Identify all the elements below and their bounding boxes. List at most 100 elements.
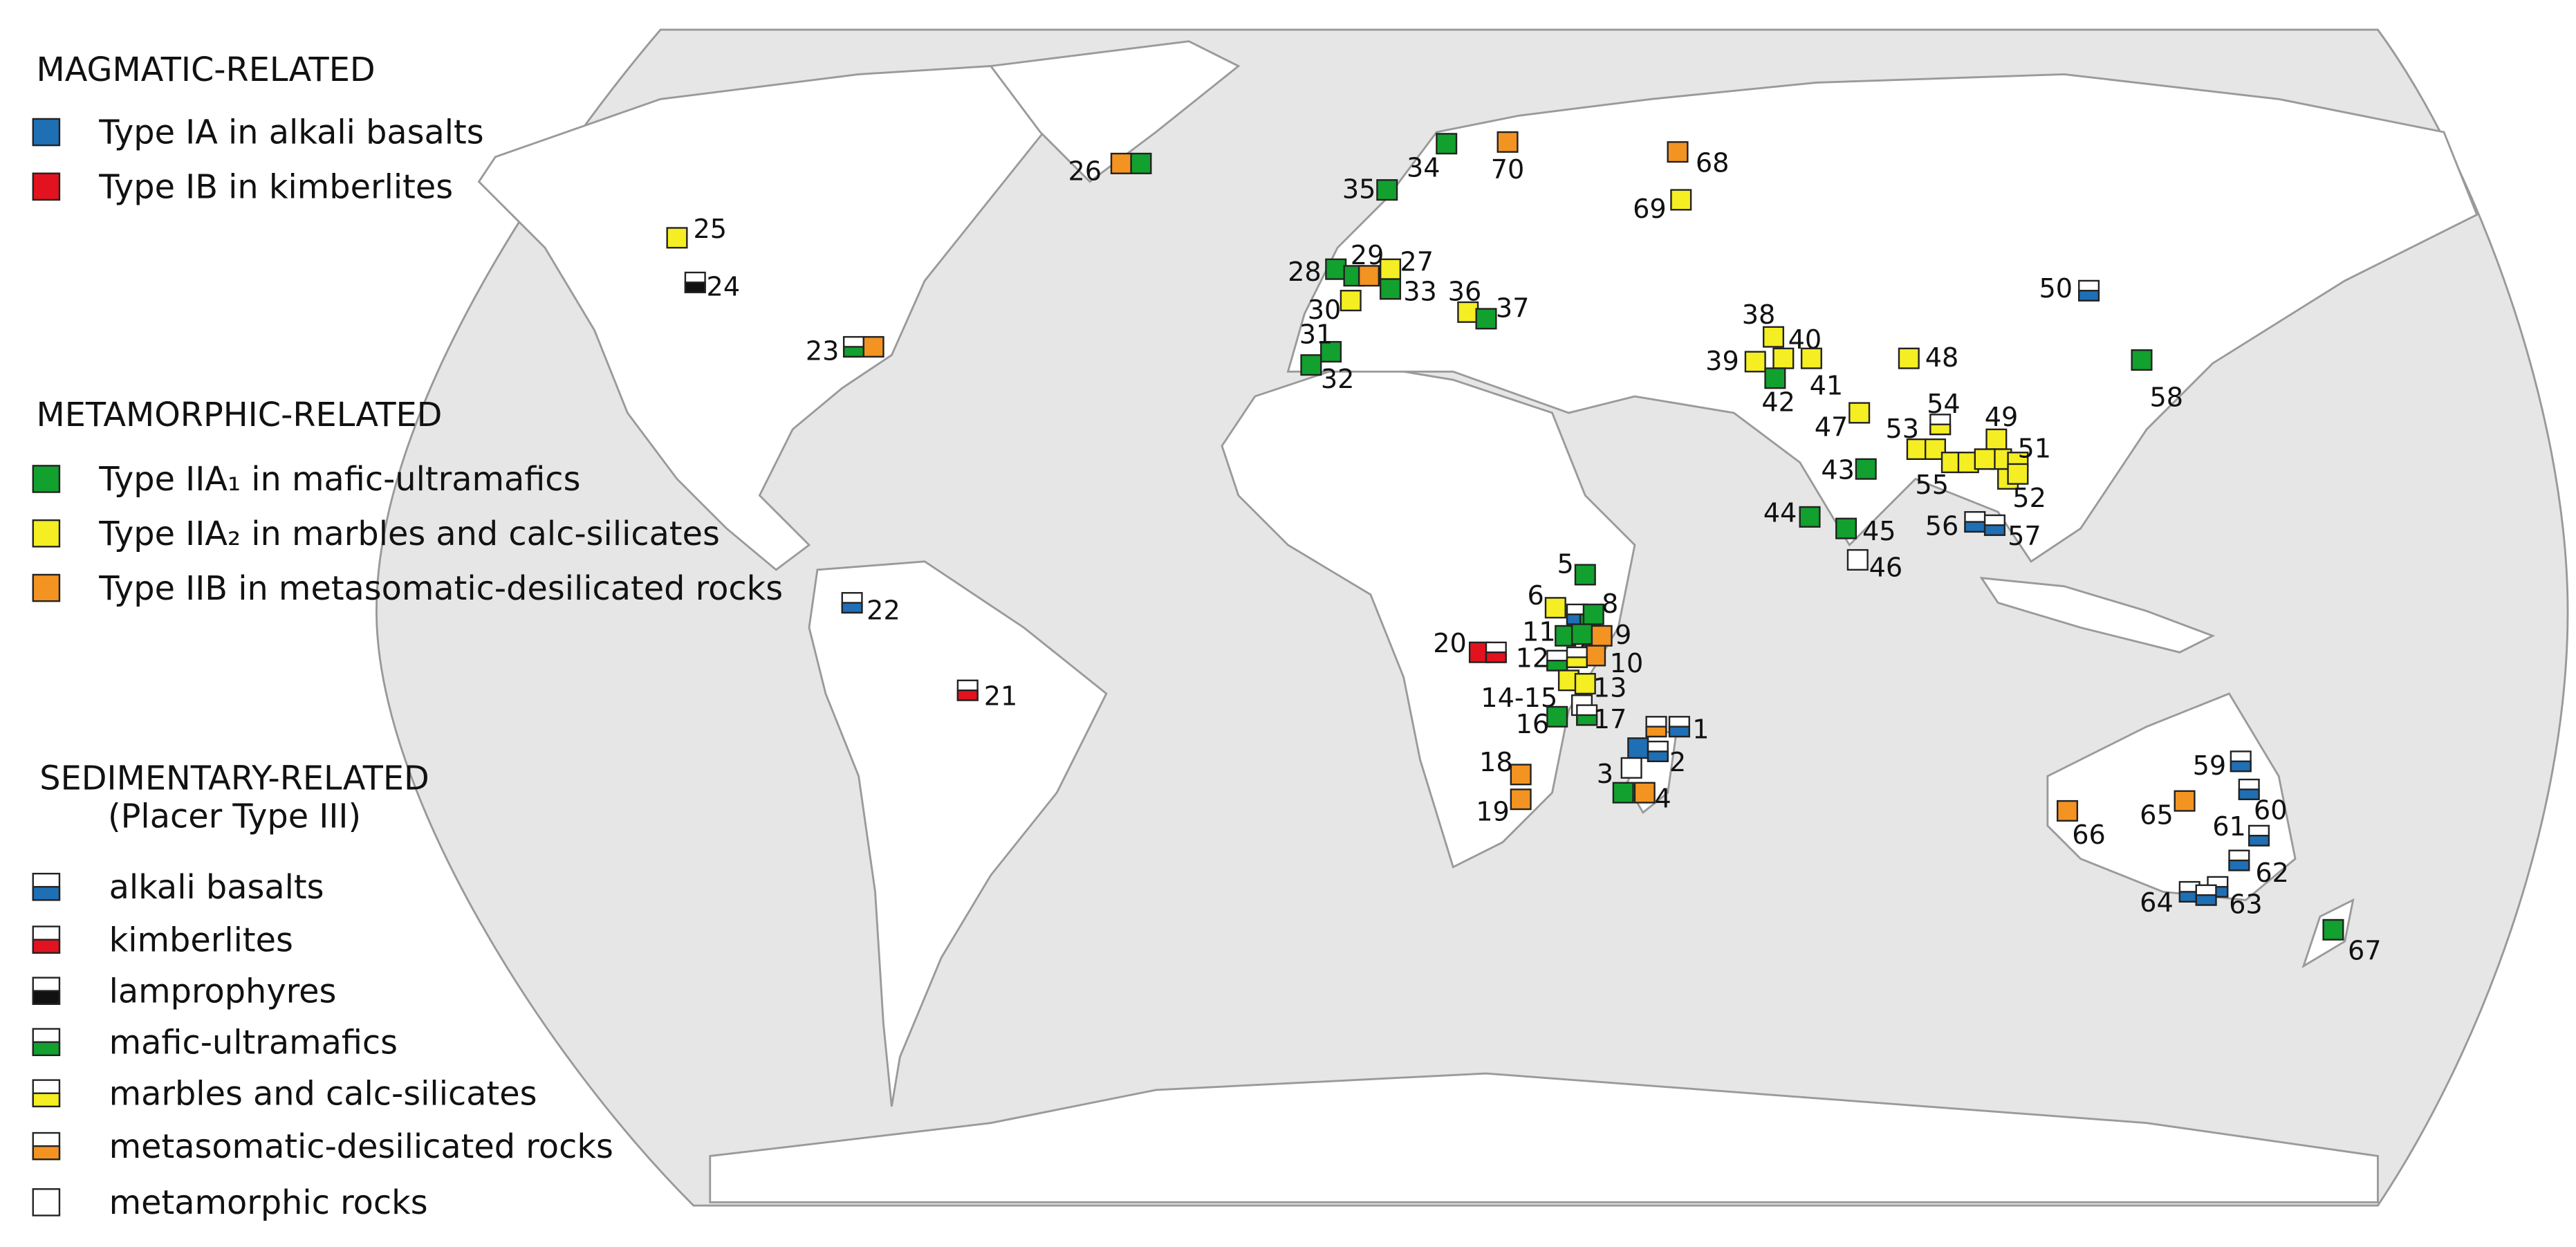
legend-subheading: (Placer Type III)	[108, 797, 361, 835]
marker	[1848, 402, 1871, 424]
site-label: 24	[707, 272, 741, 302]
site-label: 48	[1925, 343, 1959, 373]
marker-fill	[1645, 726, 1667, 738]
legend-heading: MAGMATIC-RELATED	[37, 51, 376, 89]
marker-fill	[32, 1145, 61, 1161]
site: 50	[2039, 274, 2100, 304]
legend-item: Type IA in alkali basalts	[98, 114, 483, 152]
site: 62	[2228, 849, 2289, 889]
south-america	[808, 560, 1108, 1107]
site: 39	[1705, 347, 1766, 377]
marker	[1325, 258, 1347, 280]
marker	[1799, 506, 1821, 528]
marker	[1546, 705, 1568, 728]
site: 55	[1915, 448, 1996, 501]
marker-fill	[1964, 521, 1986, 533]
legend-heading: SEDIMENTARY-RELATED	[39, 759, 429, 797]
marker	[32, 519, 61, 548]
site-label: 41	[1810, 371, 1844, 402]
marker	[32, 465, 61, 493]
marker	[1574, 673, 1596, 695]
site: 26	[1068, 152, 1152, 187]
marker	[2322, 918, 2344, 941]
eurasia	[1286, 73, 2478, 563]
site-label: 36	[1448, 277, 1482, 308]
site: 3	[1597, 757, 1642, 790]
site-label: 5	[1557, 550, 1573, 580]
site: 52	[1997, 463, 2046, 514]
site: 69	[1633, 189, 1692, 225]
marker	[1762, 326, 1785, 348]
indonesia	[1979, 577, 2216, 654]
legend-item: Type IIA₂ in marbles and calc-silicates	[98, 515, 720, 553]
site: 13	[1557, 669, 1627, 704]
marker-fill	[841, 602, 863, 614]
site: 32	[1300, 354, 1354, 395]
site: 66	[2057, 800, 2106, 851]
marker	[1835, 517, 1857, 539]
site-label: 45	[1862, 517, 1896, 547]
site-label: 19	[1476, 797, 1510, 828]
marker-fill	[32, 886, 61, 901]
marker	[1497, 131, 1519, 153]
legend-item: lamprophyres	[109, 972, 337, 1010]
marker-fill	[1566, 656, 1588, 668]
site: 5	[1557, 550, 1596, 586]
site-label: 58	[2149, 382, 2183, 413]
site: 33	[1380, 277, 1437, 308]
greenland	[989, 40, 1241, 183]
marker	[1667, 141, 1689, 163]
site-label: 37	[1496, 293, 1530, 324]
marker	[1475, 308, 1497, 330]
site-label: 63	[2229, 889, 2263, 920]
marker	[1544, 597, 1566, 619]
marker-fill	[684, 281, 706, 293]
marker	[1300, 354, 1322, 376]
site-label: 38	[1742, 300, 1776, 331]
site: 31	[1299, 320, 1342, 363]
site: 45	[1835, 517, 1896, 547]
marker	[1110, 152, 1132, 174]
site-label: 9	[1615, 620, 1631, 651]
marker-fill	[842, 346, 865, 358]
marker-fill	[2238, 788, 2260, 800]
marker	[1633, 782, 1656, 804]
site-label: 52	[2012, 483, 2046, 514]
site-label: 69	[1633, 194, 1667, 225]
site: 10	[1584, 645, 1643, 679]
site-label: 12	[1516, 644, 1550, 674]
site-label: 43	[1821, 455, 1855, 486]
legend: MAGMATIC-RELATED Type IA in alkali basalt…	[32, 51, 783, 1222]
marker	[1380, 278, 1402, 300]
site-label: 67	[2348, 936, 2382, 966]
marker	[2131, 349, 2153, 371]
marker	[1974, 448, 1996, 470]
site: 9	[1591, 620, 1631, 651]
marker-fill	[956, 689, 979, 701]
site: 22	[841, 592, 900, 626]
site-label: 46	[1869, 553, 1903, 583]
site-label: 61	[2212, 812, 2246, 842]
site: 8	[1582, 589, 1618, 625]
marker	[1130, 152, 1152, 174]
site-label: 54	[1927, 389, 1961, 420]
marker-fill	[32, 1041, 61, 1056]
legend-item: Type IIA₁ in mafic-ultramafics	[98, 461, 580, 499]
marker	[1376, 179, 1398, 201]
site-label: 21	[984, 682, 1018, 712]
site: 1	[1645, 714, 1709, 745]
site-label: 60	[2254, 795, 2288, 826]
site: 54	[1927, 389, 1961, 436]
site: 25	[666, 214, 727, 249]
site: 53	[1885, 414, 1947, 461]
site-label: 30	[1308, 295, 1342, 326]
site: 18	[1479, 748, 1532, 786]
site: 43	[1821, 455, 1877, 486]
site: 47	[1815, 402, 1871, 443]
site-label: 57	[2008, 521, 2041, 552]
site-label: 8	[1602, 589, 1618, 620]
site: 56	[1925, 511, 1986, 542]
marker	[1744, 351, 1766, 373]
marker	[1584, 645, 1606, 667]
